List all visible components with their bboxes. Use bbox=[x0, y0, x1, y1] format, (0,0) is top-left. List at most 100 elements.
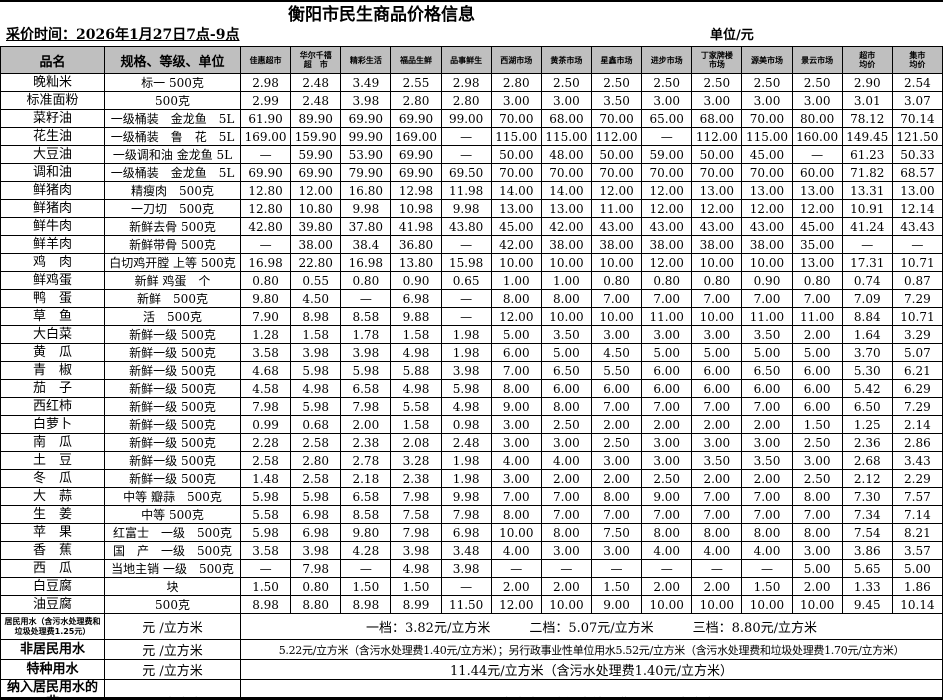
price-cell: 10.91 bbox=[841, 199, 893, 218]
price-cell: 4.00 bbox=[490, 451, 542, 470]
price-cell: 2.80 bbox=[440, 91, 492, 110]
price-cell: 169.00 bbox=[390, 127, 442, 146]
price-cell: 3.50 bbox=[741, 325, 793, 344]
price-cell: 6.00 bbox=[590, 379, 643, 398]
price-cell: 7.00 bbox=[741, 289, 793, 308]
price-cell: 13.00 bbox=[791, 181, 843, 200]
utility-label: 非居民用水 bbox=[0, 639, 105, 660]
price-cell: 2.90 bbox=[841, 73, 893, 92]
price-cell: 6.00 bbox=[641, 361, 693, 380]
price-cell: 8.00 bbox=[540, 523, 592, 542]
price-cell: 2.08 bbox=[390, 433, 442, 452]
price-cell: 7.00 bbox=[691, 397, 743, 416]
price-cell: 112.00 bbox=[691, 127, 743, 146]
product-name: 西 瓜 bbox=[0, 559, 105, 578]
price-cell: 5.42 bbox=[841, 379, 893, 398]
product-name: 青 椒 bbox=[0, 361, 105, 380]
price-cell: 6.98 bbox=[290, 523, 342, 542]
product-row: 大白菜 新鲜一级 500克 1.28 1.58 1.78 1.58 1.98 5.00 3.50… bbox=[0, 325, 943, 344]
price-cell: 3.49 bbox=[340, 73, 392, 92]
price-cell: 8.00 bbox=[540, 289, 592, 308]
price-cell: 0.80 bbox=[590, 271, 643, 290]
price-cell: 8.98 bbox=[340, 595, 392, 614]
price-cell: 0.80 bbox=[239, 271, 292, 290]
product-spec: 新鲜一级 500克 bbox=[104, 433, 241, 452]
price-cell: — bbox=[590, 559, 643, 578]
price-cell: 7.00 bbox=[590, 505, 643, 524]
price-cell: 2.86 bbox=[891, 433, 943, 452]
price-cell: 8.00 bbox=[490, 289, 542, 308]
price-cell: 79.90 bbox=[340, 163, 392, 182]
price-cell: 2.00 bbox=[540, 469, 592, 488]
product-row: 茄 子新鲜一级 500克 4.58 4.98 6.58 4.98 5.98 8.00 6.00… bbox=[0, 379, 943, 398]
price-cell: 43.00 bbox=[691, 217, 743, 236]
price-cell: 38.00 bbox=[540, 235, 592, 254]
price-cell: — bbox=[239, 559, 292, 578]
price-cell: 12.98 bbox=[390, 181, 442, 200]
price-cell: 6.50 bbox=[540, 361, 592, 380]
price-cell: 1.64 bbox=[841, 325, 893, 344]
product-name: 标准面粉 bbox=[0, 91, 105, 110]
price-cell: 3.98 bbox=[440, 361, 492, 380]
price-cell: 9.80 bbox=[340, 523, 392, 542]
utility-label: 特种用水 bbox=[0, 659, 105, 680]
price-cell: 3.98 bbox=[440, 559, 492, 578]
price-cell: 70.00 bbox=[741, 109, 793, 128]
price-cell: 3.98 bbox=[290, 343, 342, 362]
price-cell: 1.50 bbox=[239, 577, 292, 596]
price-cell: 78.12 bbox=[841, 109, 893, 128]
price-cell: 16.98 bbox=[340, 253, 392, 272]
utility-row: 特种用水元 /立方米 11.44元/立方米（含污水处理费1.40元/立方米） bbox=[0, 659, 943, 680]
col-header-store-7: 黄茶市场 bbox=[540, 46, 592, 74]
price-cell: 7.00 bbox=[691, 505, 743, 524]
product-name: 鸭 蛋 bbox=[0, 289, 105, 308]
price-cell: 4.00 bbox=[641, 541, 693, 560]
product-spec: 一级桶装 金龙鱼 5L bbox=[104, 109, 241, 128]
price-cell: 11.00 bbox=[741, 307, 793, 326]
price-cell: 45.00 bbox=[791, 217, 843, 236]
price-cell: 3.29 bbox=[891, 325, 943, 344]
price-cell: 5.98 bbox=[290, 487, 342, 506]
price-cell: 3.00 bbox=[641, 433, 693, 452]
product-row: 草 鱼活 500克 7.90 8.98 8.58 9.88—12.00 10.00 10.0… bbox=[0, 307, 943, 326]
product-name: 花生油 bbox=[0, 127, 105, 146]
price-cell: 69.50 bbox=[440, 163, 492, 182]
price-cell: 7.98 bbox=[340, 397, 392, 416]
product-name: 香 蕉 bbox=[0, 541, 105, 560]
product-spec: 500克 bbox=[104, 595, 241, 614]
price-cell: 0.55 bbox=[290, 271, 342, 290]
price-cell: 9.00 bbox=[490, 397, 542, 416]
price-cell: 9.00 bbox=[641, 487, 693, 506]
price-cell: 7.00 bbox=[490, 487, 542, 506]
price-cell: 4.58 bbox=[239, 379, 292, 398]
product-name: 西红柿 bbox=[0, 397, 105, 416]
price-cell: 13.00 bbox=[741, 181, 793, 200]
price-cell: 3.70 bbox=[841, 343, 893, 362]
price-cell: 61.90 bbox=[239, 109, 292, 128]
price-cell: 3.01 bbox=[841, 91, 893, 110]
price-cell: 42.00 bbox=[490, 235, 542, 254]
price-cell: 11.00 bbox=[791, 307, 843, 326]
product-row: 大 蒜中等 瓣蒜 500克 5.98 5.98 6.58 7.98 9.98 7.00 7.0… bbox=[0, 487, 943, 506]
price-cell: 71.82 bbox=[841, 163, 893, 182]
price-cell: 3.00 bbox=[590, 325, 643, 344]
price-cell: 70.00 bbox=[590, 163, 643, 182]
price-cell: 5.98 bbox=[239, 487, 292, 506]
product-spec: 新鲜一级 500克 bbox=[104, 451, 241, 470]
price-cell: 0.87 bbox=[891, 271, 943, 290]
price-cell: 3.00 bbox=[490, 469, 542, 488]
product-row: 油豆腐 500克 8.98 8.80 8.98 8.99 11.50 12.00 10.00 9.… bbox=[0, 595, 943, 614]
price-cell: 12.80 bbox=[239, 181, 292, 200]
price-cell: 2.50 bbox=[540, 415, 592, 434]
price-cell: 8.98 bbox=[239, 595, 292, 614]
price-cell: — bbox=[239, 235, 292, 254]
price-cell: 39.80 bbox=[290, 217, 342, 236]
price-cell: 2.68 bbox=[841, 451, 893, 470]
price-cell: 3.00 bbox=[691, 433, 743, 452]
price-cell: 3.58 bbox=[239, 343, 292, 362]
price-cell: — bbox=[791, 145, 843, 164]
product-spec: 新鲜去骨 500克 bbox=[104, 217, 241, 236]
price-cell: — bbox=[440, 307, 492, 326]
price-cell: 6.00 bbox=[741, 379, 793, 398]
price-cell: 11.00 bbox=[590, 199, 643, 218]
